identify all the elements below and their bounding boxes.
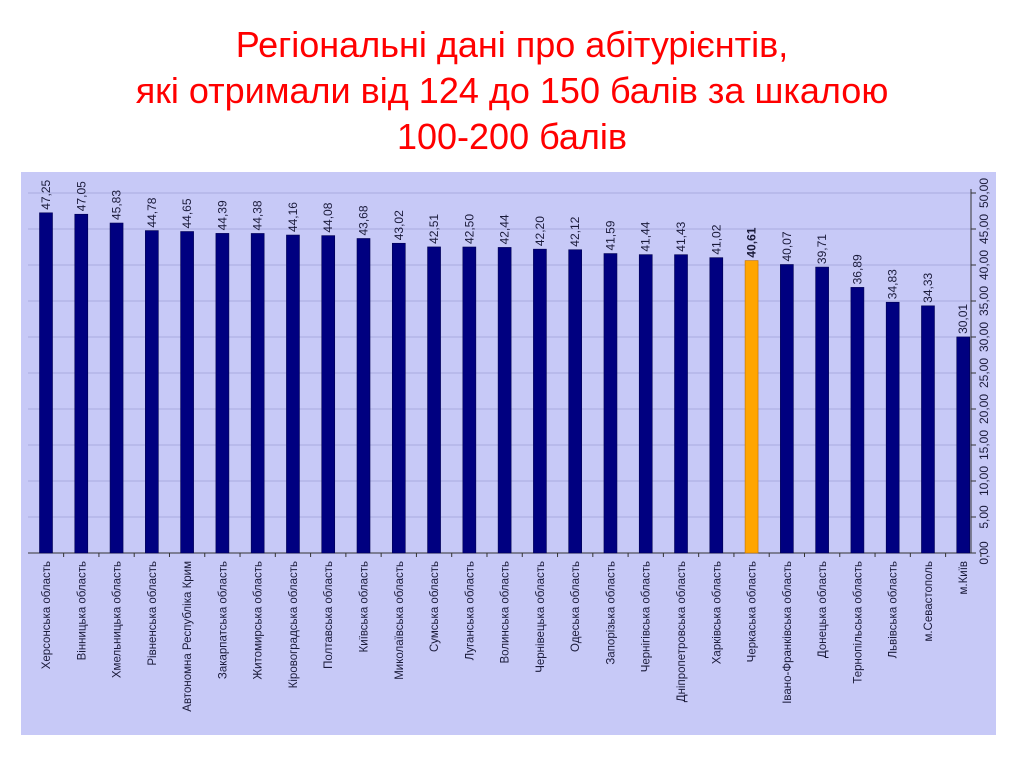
- title-line-2: які отримали від 124 до 150 балів за шка…: [135, 70, 889, 111]
- category-label: Запорізька область: [605, 561, 617, 665]
- category-label: Одеська область: [570, 561, 582, 652]
- y-tick-label: 40,00: [977, 250, 991, 280]
- bar: [356, 238, 371, 554]
- bar-chart: 0,00 5,00 10,00 15,00 20,00 25,00 30,00 35,00 40…: [28, 178, 991, 712]
- slide-title: Регіональні дані про абітурієнтів, які о…: [0, 22, 1024, 160]
- category-label: м.Київ: [958, 561, 970, 595]
- category-label: м.Севастополь: [923, 561, 935, 642]
- category-label: Київська область: [359, 561, 371, 653]
- category-label: Херсонська область: [41, 561, 53, 669]
- bar: [674, 254, 688, 554]
- bar-data-label: 40,61: [745, 227, 759, 257]
- bar-data-label: 44,16: [286, 202, 300, 232]
- category-label: Донецька область: [817, 561, 829, 658]
- bar: [215, 233, 230, 554]
- category-label: Чернівецька область: [535, 561, 547, 673]
- y-tick-label: 45,00: [977, 214, 991, 244]
- chart-panel: 0,00 5,00 10,00 15,00 20,00 25,00 30,00 35,00 40…: [21, 172, 996, 735]
- y-tick-label: 35,00: [977, 286, 991, 316]
- category-label: Сумська область: [429, 561, 441, 652]
- category-label: Рівненська область: [147, 561, 159, 666]
- category-label: Закарпатська область: [217, 561, 229, 679]
- category-label: Миколаївська область: [394, 561, 406, 680]
- bar: [885, 301, 900, 554]
- y-tick-label: 50,00: [977, 178, 991, 208]
- bar: [780, 264, 794, 554]
- y-tick-label: 30,00: [977, 322, 991, 352]
- bar-data-label: 43,68: [357, 205, 371, 235]
- y-tick-label: 25,00: [977, 358, 991, 388]
- category-label: Вінницька область: [76, 561, 88, 660]
- bar: [321, 235, 336, 554]
- bar-data-label: 42,51: [427, 214, 441, 244]
- bar: [109, 222, 124, 554]
- bar-data-label: 44,08: [321, 202, 335, 232]
- bar: [956, 336, 971, 554]
- category-label: Дніпропетровська область: [676, 561, 688, 702]
- category-label: Житомирська область: [253, 561, 265, 680]
- category-label: Автономна Республіка Крим: [182, 561, 194, 712]
- bar: [568, 249, 582, 554]
- bar-data-label: 42,12: [568, 216, 582, 246]
- bar: [180, 231, 194, 554]
- category-label: Кіровоградська область: [288, 561, 300, 688]
- bar: [391, 242, 406, 554]
- bar: [462, 246, 477, 554]
- category-label: Львівська область: [888, 561, 900, 658]
- bar: [850, 287, 865, 554]
- bar-data-label: 40,07: [780, 231, 794, 261]
- bar: [533, 248, 547, 554]
- bar: [603, 253, 618, 554]
- bar: [74, 213, 89, 554]
- bar-data-label: 39,71: [815, 234, 829, 264]
- bar-data-label: 41,02: [709, 224, 723, 254]
- category-label: Черкаська область: [747, 561, 759, 662]
- bar-data-label: 41,44: [639, 221, 653, 251]
- bar-data-label: 42,50: [462, 214, 476, 244]
- category-label: Харківська область: [711, 561, 723, 664]
- bar-data-label: 30,01: [956, 304, 970, 334]
- bar: [638, 254, 653, 554]
- bar: [145, 230, 159, 554]
- bar-data-label: 47,25: [39, 179, 53, 209]
- title-line-1: Регіональні дані про абітурієнтів,: [235, 24, 789, 65]
- category-label: Волинська область: [500, 561, 512, 664]
- bar-data-label: 44,38: [251, 200, 265, 230]
- category-label: Луганська область: [464, 561, 476, 660]
- y-tick-label: 15,00: [977, 430, 991, 460]
- bar-data-label: 44,78: [145, 197, 159, 227]
- y-tick-label: 10,00: [977, 466, 991, 496]
- y-tick-label: 5,00: [977, 505, 991, 529]
- bar: [709, 257, 724, 554]
- y-tick-label: 0,00: [977, 541, 991, 565]
- bar-data-label: 44,65: [180, 198, 194, 228]
- bar-data-label: 41,43: [674, 221, 688, 251]
- bar: [921, 305, 935, 554]
- bar-data-label: 44,39: [215, 200, 229, 230]
- bar-data-label: 34,33: [921, 272, 935, 302]
- bar: [815, 266, 829, 554]
- bar-data-label: 43,02: [392, 210, 406, 240]
- category-label: Чернігівська область: [641, 561, 653, 672]
- bar: [250, 233, 265, 554]
- bar: [39, 212, 53, 554]
- bar: [286, 234, 300, 554]
- bar: [497, 247, 512, 554]
- category-label: Тернопільська область: [852, 561, 864, 684]
- bar-data-label: 34,83: [886, 269, 900, 299]
- title-line-3: 100-200 балів: [396, 116, 628, 157]
- bar-data-label: 45,83: [110, 190, 124, 220]
- bar-data-label: 36,89: [850, 254, 864, 284]
- category-label: Хмельницька область: [112, 561, 124, 678]
- category-label: Івано-Франківська область: [782, 561, 794, 704]
- bar: [427, 246, 441, 554]
- bar-data-label: 42,20: [533, 216, 547, 246]
- bar-data-label: 41,59: [603, 220, 617, 250]
- category-label: Полтавська область: [323, 561, 335, 669]
- y-tick-label: 20,00: [977, 394, 991, 424]
- bar: [744, 260, 759, 554]
- bar-data-label: 47,05: [74, 181, 88, 211]
- bar-data-label: 42,44: [498, 214, 512, 244]
